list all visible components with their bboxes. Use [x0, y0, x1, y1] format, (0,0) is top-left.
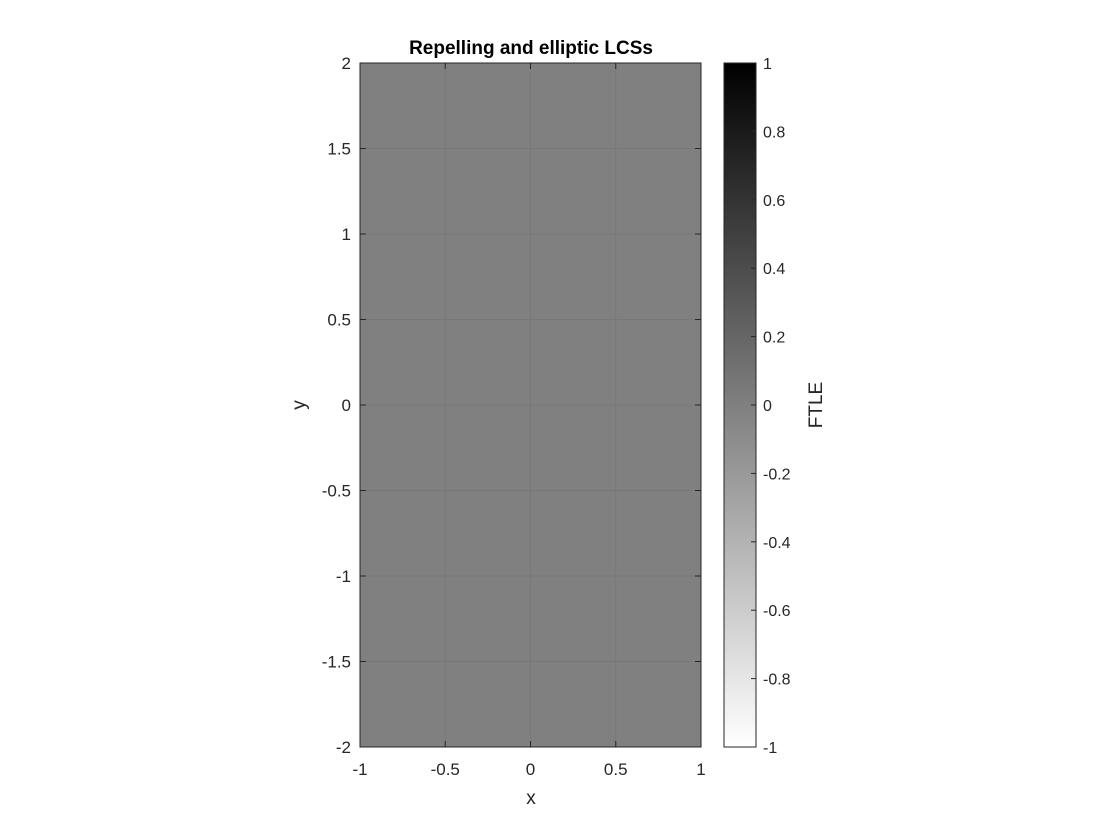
y-tick-label-1: -1.5	[322, 653, 351, 672]
x-tick-label-2: 0	[526, 760, 535, 779]
y-tick-label-6: 1	[342, 225, 351, 244]
colorbar-tick-label-8: 0.6	[763, 193, 785, 210]
y-tick-label-7: 1.5	[327, 140, 351, 159]
plot-area: -1 -0.5 0 0.5 1 -2 -1.5 -1 -0.5 0 0.5 1 1.5 2	[322, 54, 706, 779]
y-tick-label-8: 2	[342, 54, 351, 73]
y-tick-label-2: -1	[336, 567, 351, 586]
colorbar-tick-label-2: -0.6	[763, 603, 791, 620]
colorbar-tick-label-3: -0.4	[763, 535, 791, 552]
x-tick-label-1: -0.5	[431, 760, 460, 779]
colorbar-tick-label-0: -1	[763, 740, 777, 757]
grid-lines	[360, 63, 701, 747]
y-tick-label-4: 0	[342, 396, 351, 415]
x-tick-label-0: -1	[352, 760, 367, 779]
colorbar-frame	[723, 62, 757, 748]
colorbar-scale	[724, 63, 756, 747]
x-axis-label: x	[526, 788, 536, 809]
colorbar-tick-label-5: 0	[763, 398, 772, 415]
colorbar-label: FTLE	[806, 382, 827, 428]
y-tick-label-0: -2	[336, 738, 351, 757]
colorbar-tick-label-9: 0.8	[763, 124, 785, 141]
colorbar-ticks: -1 -0.8 -0.6 -0.4 -0.2 0 0.2 0.4 0.6 0.8 1	[751, 56, 791, 757]
colorbar-tick-label-7: 0.4	[763, 261, 785, 278]
y-axis-label: y	[289, 400, 310, 410]
colorbar-tick-label-4: -0.2	[763, 466, 791, 483]
y-ticks: -2 -1.5 -1 -0.5 0 0.5 1 1.5 2	[322, 54, 701, 757]
colorbar-tick-label-10: 1	[763, 56, 772, 73]
colorbar-tick-label-6: 0.2	[763, 330, 785, 347]
chart-title: Repelling and elliptic LCSs	[409, 38, 653, 59]
x-ticks: -1 -0.5 0 0.5 1	[352, 63, 706, 779]
x-tick-label-3: 0.5	[604, 760, 628, 779]
colorbar-tick-label-1: -0.8	[763, 672, 791, 689]
x-tick-label-4: 1	[696, 760, 705, 779]
colorbar: -1 -0.8 -0.6 -0.4 -0.2 0 0.2 0.4 0.6 0.8 1	[723, 56, 791, 757]
y-tick-label-5: 0.5	[327, 311, 351, 330]
y-tick-label-3: -0.5	[322, 482, 351, 501]
